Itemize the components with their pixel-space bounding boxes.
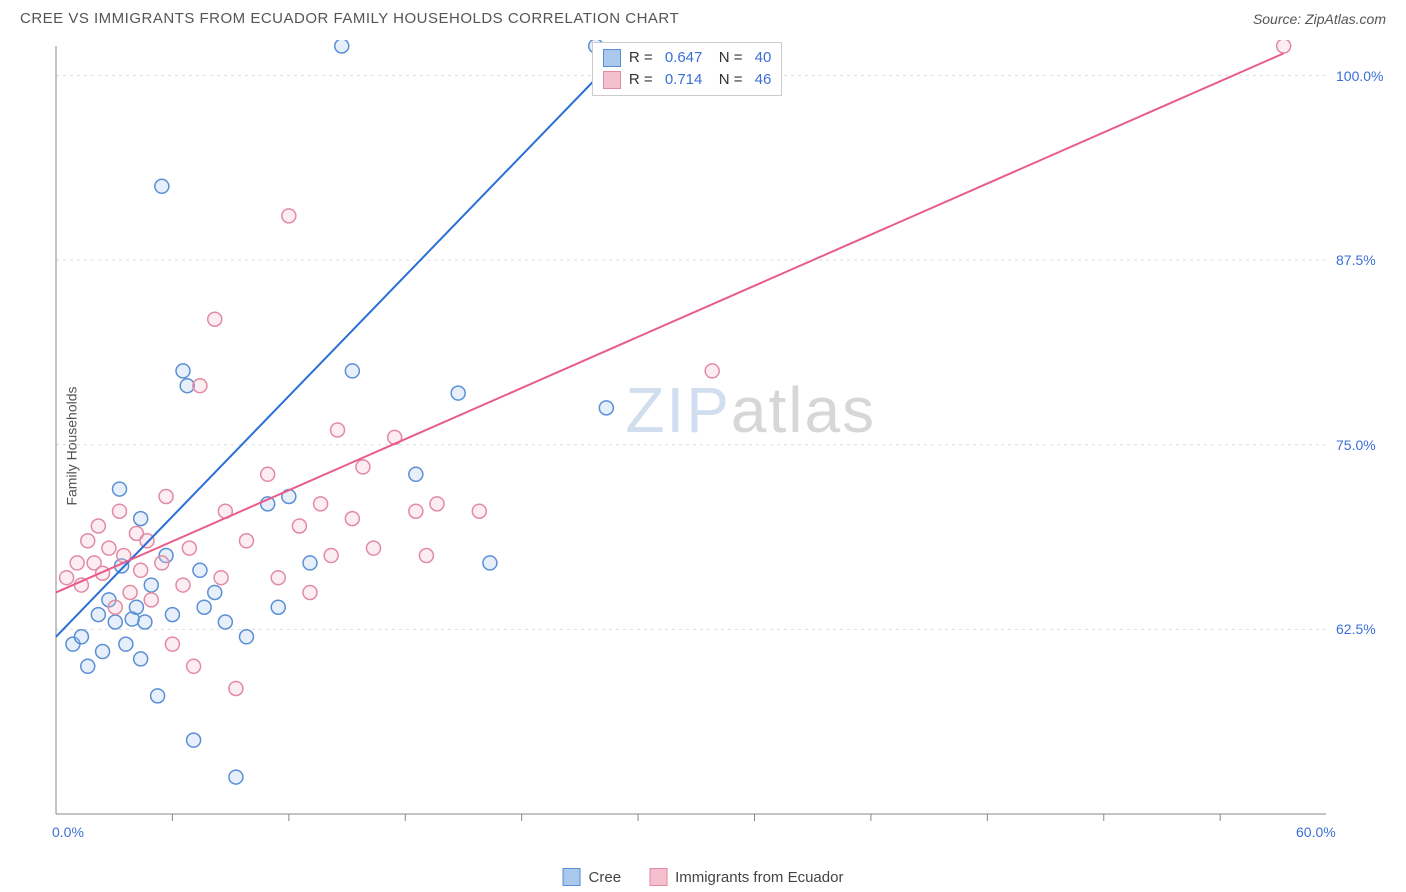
stat-n-label: N = bbox=[710, 69, 746, 91]
legend: Cree Immigrants from Ecuador bbox=[563, 868, 844, 886]
stat-r-value: 0.714 bbox=[665, 69, 703, 91]
plot-area: ZIPatlas R = 0.647 N = 40R = 0.714 N = 4… bbox=[50, 40, 1388, 832]
legend-label: Immigrants from Ecuador bbox=[675, 869, 843, 886]
x-tick-label: 60.0% bbox=[1296, 824, 1336, 840]
stats-box: R = 0.647 N = 40R = 0.714 N = 46 bbox=[592, 42, 782, 96]
stats-swatch bbox=[603, 71, 621, 89]
stat-n-value: 40 bbox=[755, 47, 772, 69]
stat-n-label: N = bbox=[710, 47, 746, 69]
legend-item: Immigrants from Ecuador bbox=[649, 868, 843, 886]
chart-title: CREE VS IMMIGRANTS FROM ECUADOR FAMILY H… bbox=[20, 10, 679, 27]
y-tick-label: 100.0% bbox=[1336, 68, 1383, 84]
legend-item: Cree bbox=[563, 868, 622, 886]
stats-swatch bbox=[603, 49, 621, 67]
stat-r-label: R = bbox=[629, 69, 657, 91]
y-tick-label: 75.0% bbox=[1336, 437, 1376, 453]
scatter-plot-svg bbox=[50, 40, 1388, 832]
y-tick-label: 87.5% bbox=[1336, 252, 1376, 268]
stat-n-value: 46 bbox=[755, 69, 772, 91]
stats-row: R = 0.714 N = 46 bbox=[603, 69, 771, 91]
y-tick-label: 62.5% bbox=[1336, 621, 1376, 637]
legend-label: Cree bbox=[589, 869, 622, 886]
stat-r-value: 0.647 bbox=[665, 47, 703, 69]
stats-row: R = 0.647 N = 40 bbox=[603, 47, 771, 69]
legend-swatch bbox=[563, 868, 581, 886]
stat-r-label: R = bbox=[629, 47, 657, 69]
chart-source: Source: ZipAtlas.com bbox=[1253, 11, 1386, 27]
x-tick-label: 0.0% bbox=[52, 824, 84, 840]
legend-swatch bbox=[649, 868, 667, 886]
